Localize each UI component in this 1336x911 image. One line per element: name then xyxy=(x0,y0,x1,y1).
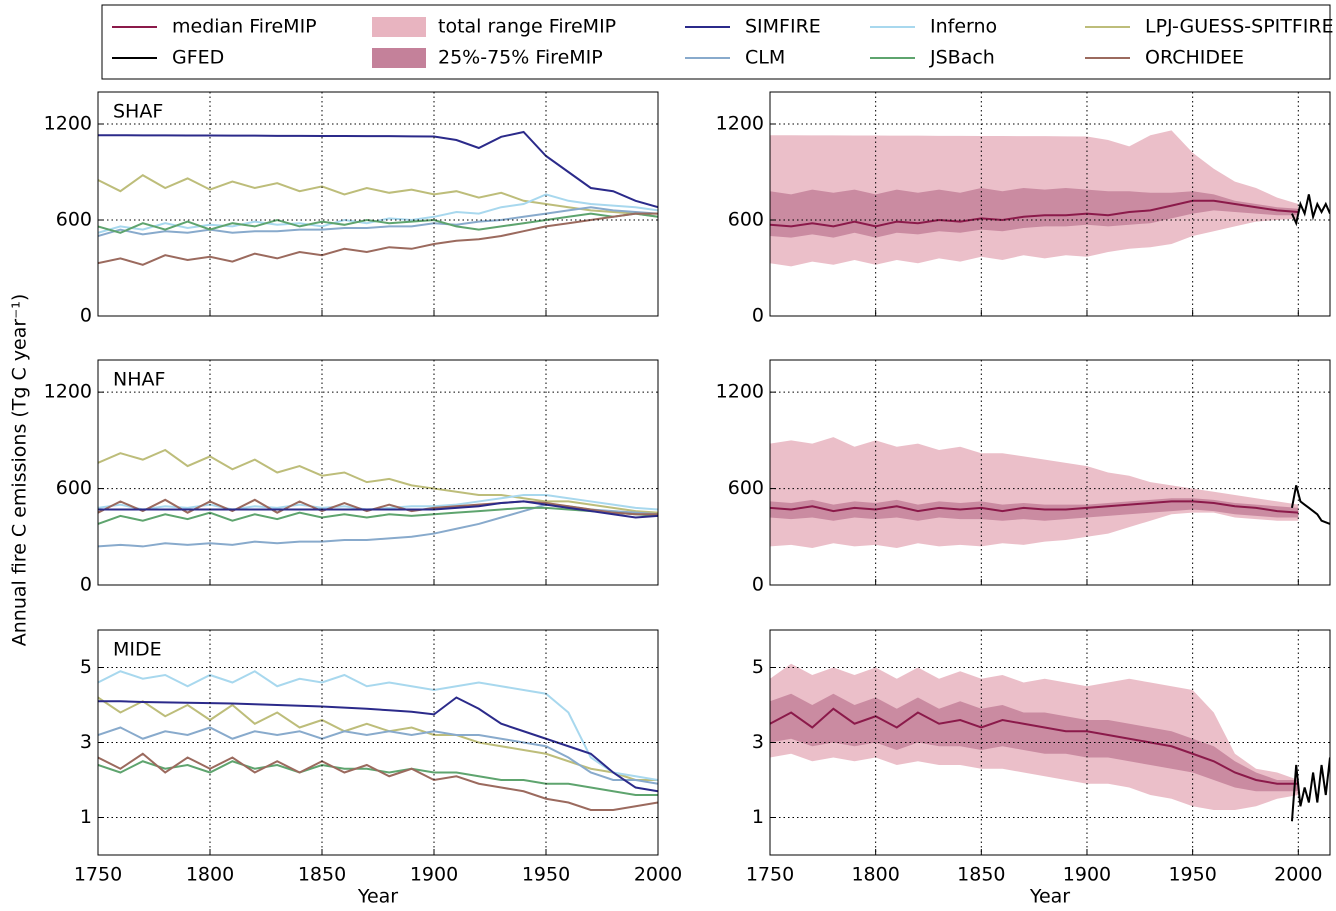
y-tick-label: 0 xyxy=(80,305,92,327)
legend-label: CLM xyxy=(745,47,785,69)
axes-frame xyxy=(769,629,1331,856)
y-tick-label: 0 xyxy=(752,574,764,596)
series-line xyxy=(98,206,658,237)
y-tick-label: 600 xyxy=(56,209,92,231)
plot-area xyxy=(770,130,1330,267)
x-tick-label: 1900 xyxy=(1063,864,1111,886)
series-line xyxy=(770,707,1299,785)
legend-label: total range FireMIP xyxy=(438,16,616,38)
x-tick-label: 1850 xyxy=(298,864,346,886)
legend-label: median FireMIP xyxy=(172,16,317,38)
series-line xyxy=(98,212,658,234)
series-line xyxy=(98,212,658,266)
y-tick-label: 1200 xyxy=(716,381,764,403)
axes-frame xyxy=(97,359,659,586)
axes-frame xyxy=(769,91,1331,317)
y-tick-label: 1200 xyxy=(44,381,92,403)
y-tick-label: 0 xyxy=(80,574,92,596)
series-line xyxy=(98,696,658,793)
y-tick-label: 600 xyxy=(728,477,764,499)
series-line xyxy=(1290,757,1330,822)
y-tick-label: 600 xyxy=(728,209,764,231)
x-axis-label: Year xyxy=(357,886,398,908)
plot-area xyxy=(770,437,1330,549)
legend-label: JSBach xyxy=(929,47,995,69)
legend-swatch xyxy=(372,17,426,37)
series-line xyxy=(98,503,658,548)
y-tick-label: 1200 xyxy=(44,113,92,135)
series-line xyxy=(98,506,658,525)
plot-area xyxy=(98,448,658,548)
legend-box xyxy=(101,4,1331,80)
x-tick-label: 1950 xyxy=(522,864,570,886)
series-line xyxy=(98,130,658,209)
series-line xyxy=(98,760,658,796)
y-tick-label: 5 xyxy=(752,656,764,678)
series-line xyxy=(98,448,658,514)
series-line xyxy=(98,752,658,811)
x-tick-label: 1850 xyxy=(957,864,1005,886)
range-band xyxy=(770,188,1299,238)
x-tick-label: 1750 xyxy=(74,864,122,886)
x-tick-label: 1800 xyxy=(851,864,899,886)
y-tick-label: 1 xyxy=(752,806,764,828)
series-line xyxy=(98,498,658,516)
y-tick-label: 1200 xyxy=(716,113,764,135)
y-tick-label: 0 xyxy=(752,305,764,327)
legend-label: GFED xyxy=(172,47,224,69)
legend-label: ORCHIDEE xyxy=(1145,47,1244,69)
x-tick-label: 1950 xyxy=(1168,864,1216,886)
series-line xyxy=(98,670,658,781)
y-tick-label: 3 xyxy=(80,731,92,753)
x-tick-label: 1900 xyxy=(410,864,458,886)
y-tick-label: 5 xyxy=(80,656,92,678)
y-tick-label: 1 xyxy=(80,806,92,828)
x-tick-label: 2000 xyxy=(1274,864,1322,886)
series-line xyxy=(770,500,1299,514)
x-tick-label: 2000 xyxy=(634,864,682,886)
axes-frame xyxy=(97,629,659,856)
axes-frame xyxy=(769,359,1331,586)
legend-label: Inferno xyxy=(930,16,997,38)
range-band xyxy=(770,693,1299,792)
range-band xyxy=(770,437,1299,549)
y-tick-label: 3 xyxy=(752,731,764,753)
panel-label: MIDE xyxy=(113,639,162,661)
legend-label: LPJ-GUESS-SPITFIRE xyxy=(1145,16,1334,38)
series-line xyxy=(1290,485,1330,525)
y-axis-label: Annual fire C emissions (Tg C year⁻¹) xyxy=(9,294,31,647)
axes-frame xyxy=(97,91,659,317)
plot-area xyxy=(770,663,1330,822)
x-tick-label: 1750 xyxy=(746,864,794,886)
series-line xyxy=(98,174,658,218)
legend-swatch xyxy=(372,48,426,68)
series-line xyxy=(98,726,658,785)
x-axis-label: Year xyxy=(1029,886,1070,908)
legend-label: SIMFIRE xyxy=(745,16,821,38)
legend-label: 25%-75% FireMIP xyxy=(438,47,603,69)
plot-area xyxy=(98,130,658,266)
panel-label: NHAF xyxy=(113,369,165,391)
series-line xyxy=(98,696,658,781)
series-line xyxy=(770,199,1299,228)
x-tick-label: 1800 xyxy=(186,864,234,886)
y-tick-label: 600 xyxy=(56,477,92,499)
series-line xyxy=(98,500,658,519)
panel-label: SHAF xyxy=(113,101,163,123)
plot-area xyxy=(98,670,658,811)
